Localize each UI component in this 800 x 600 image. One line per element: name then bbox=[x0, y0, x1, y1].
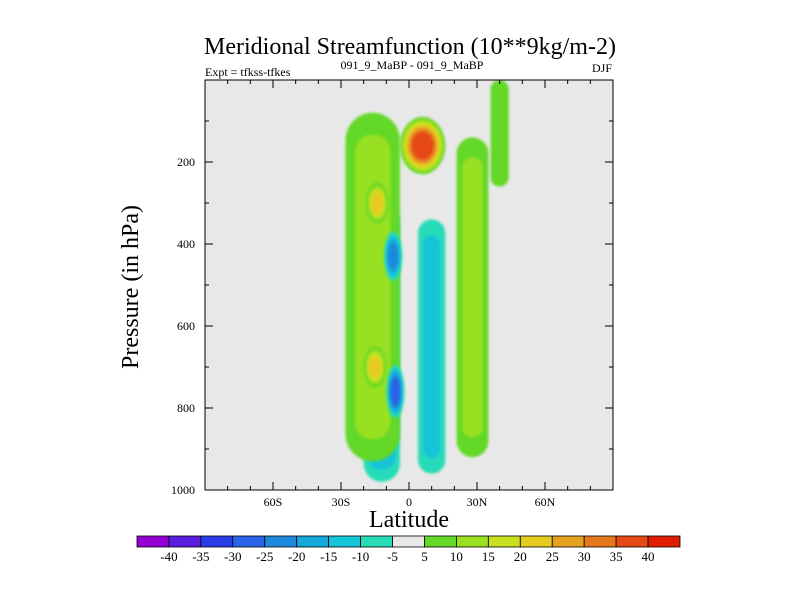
x-tick-label: 60N bbox=[535, 495, 556, 509]
colorbar-label: -20 bbox=[288, 549, 305, 564]
x-tick-label: 30N bbox=[467, 495, 488, 509]
y-tick-label: 1000 bbox=[171, 483, 195, 497]
colorbar-swatch bbox=[424, 535, 457, 548]
experiment-label: Expt = tfkss-tfkes bbox=[205, 65, 291, 79]
contour-blob bbox=[363, 346, 387, 388]
contour-blob bbox=[384, 231, 403, 281]
contour-fill bbox=[371, 191, 384, 215]
x-axis: 60S 30S 0 30N 60N bbox=[227, 80, 591, 509]
contour-field bbox=[345, 80, 509, 482]
colorbar-swatch bbox=[647, 535, 681, 548]
x-tick-label: 60S bbox=[264, 495, 283, 509]
colorbar-swatch bbox=[583, 535, 617, 548]
colorbar-swatch bbox=[328, 535, 361, 548]
colorbar-swatch bbox=[232, 535, 266, 548]
colorbar-swatch bbox=[615, 535, 649, 548]
season-label: DJF bbox=[592, 61, 612, 75]
y-tick-label: 400 bbox=[177, 237, 195, 251]
contour-blob bbox=[365, 182, 389, 224]
y-axis: 200 400 600 800 1000 bbox=[171, 120, 613, 497]
colorbar: -40 -35 -30 -25 -20 -15 -10 -5 5 10 15 20 25 30 35 40 bbox=[136, 535, 681, 564]
colorbar-label: 40 bbox=[642, 549, 655, 564]
contour-fill bbox=[368, 355, 382, 379]
contour-blob bbox=[399, 116, 446, 175]
contour-fill bbox=[388, 242, 399, 270]
contour-fill bbox=[390, 377, 401, 406]
colorbar-label: -40 bbox=[160, 549, 177, 564]
colorbar-label: -15 bbox=[320, 549, 337, 564]
colorbar-label: 10 bbox=[450, 549, 463, 564]
y-tick-label: 600 bbox=[177, 319, 195, 333]
colorbar-swatch bbox=[360, 535, 393, 548]
colorbar-swatch bbox=[264, 535, 298, 548]
contour-fill bbox=[355, 134, 391, 440]
colorbar-label: 30 bbox=[578, 549, 591, 564]
contour-fill bbox=[490, 80, 509, 187]
colorbar-swatch bbox=[200, 535, 234, 548]
run-label: 091_9_MaBP - 091_9_MaBP bbox=[341, 58, 484, 72]
contour-band bbox=[490, 80, 509, 187]
colorbar-label: 5 bbox=[421, 549, 428, 564]
contour-blob bbox=[386, 364, 405, 419]
colorbar-swatch bbox=[392, 535, 425, 548]
colorbar-label: -5 bbox=[387, 549, 398, 564]
colorbar-label: 35 bbox=[610, 549, 623, 564]
contour-fill bbox=[462, 157, 483, 438]
contour-fill bbox=[422, 235, 441, 458]
colorbar-swatch bbox=[136, 535, 170, 548]
colorbar-swatch bbox=[296, 535, 330, 548]
colorbar-swatch bbox=[519, 535, 553, 548]
colorbar-label: -30 bbox=[224, 549, 241, 564]
y-tick-label: 200 bbox=[177, 155, 195, 169]
x-tick-label: 30S bbox=[332, 495, 351, 509]
colorbar-label: 20 bbox=[514, 549, 527, 564]
y-axis-label: Pressure (in hPa) bbox=[118, 205, 144, 369]
y-tick-label: 800 bbox=[177, 401, 195, 415]
chart-title: Meridional Streamfunction (10**9kg/m-2) bbox=[204, 34, 616, 60]
contour-fill bbox=[411, 131, 434, 160]
colorbar-swatch bbox=[551, 535, 585, 548]
colorbar-label: -10 bbox=[352, 549, 369, 564]
colorbar-swatch bbox=[168, 535, 202, 548]
colorbar-label: -25 bbox=[256, 549, 273, 564]
x-tick-label: 0 bbox=[406, 495, 412, 509]
x-axis-label: Latitude bbox=[369, 507, 449, 533]
colorbar-label: -35 bbox=[192, 549, 209, 564]
colorbar-label: 25 bbox=[546, 549, 559, 564]
colorbar-label: 15 bbox=[482, 549, 495, 564]
contour-band bbox=[418, 219, 446, 474]
contour-band bbox=[456, 137, 489, 458]
colorbar-swatch bbox=[487, 535, 521, 548]
colorbar-swatch bbox=[456, 535, 489, 548]
